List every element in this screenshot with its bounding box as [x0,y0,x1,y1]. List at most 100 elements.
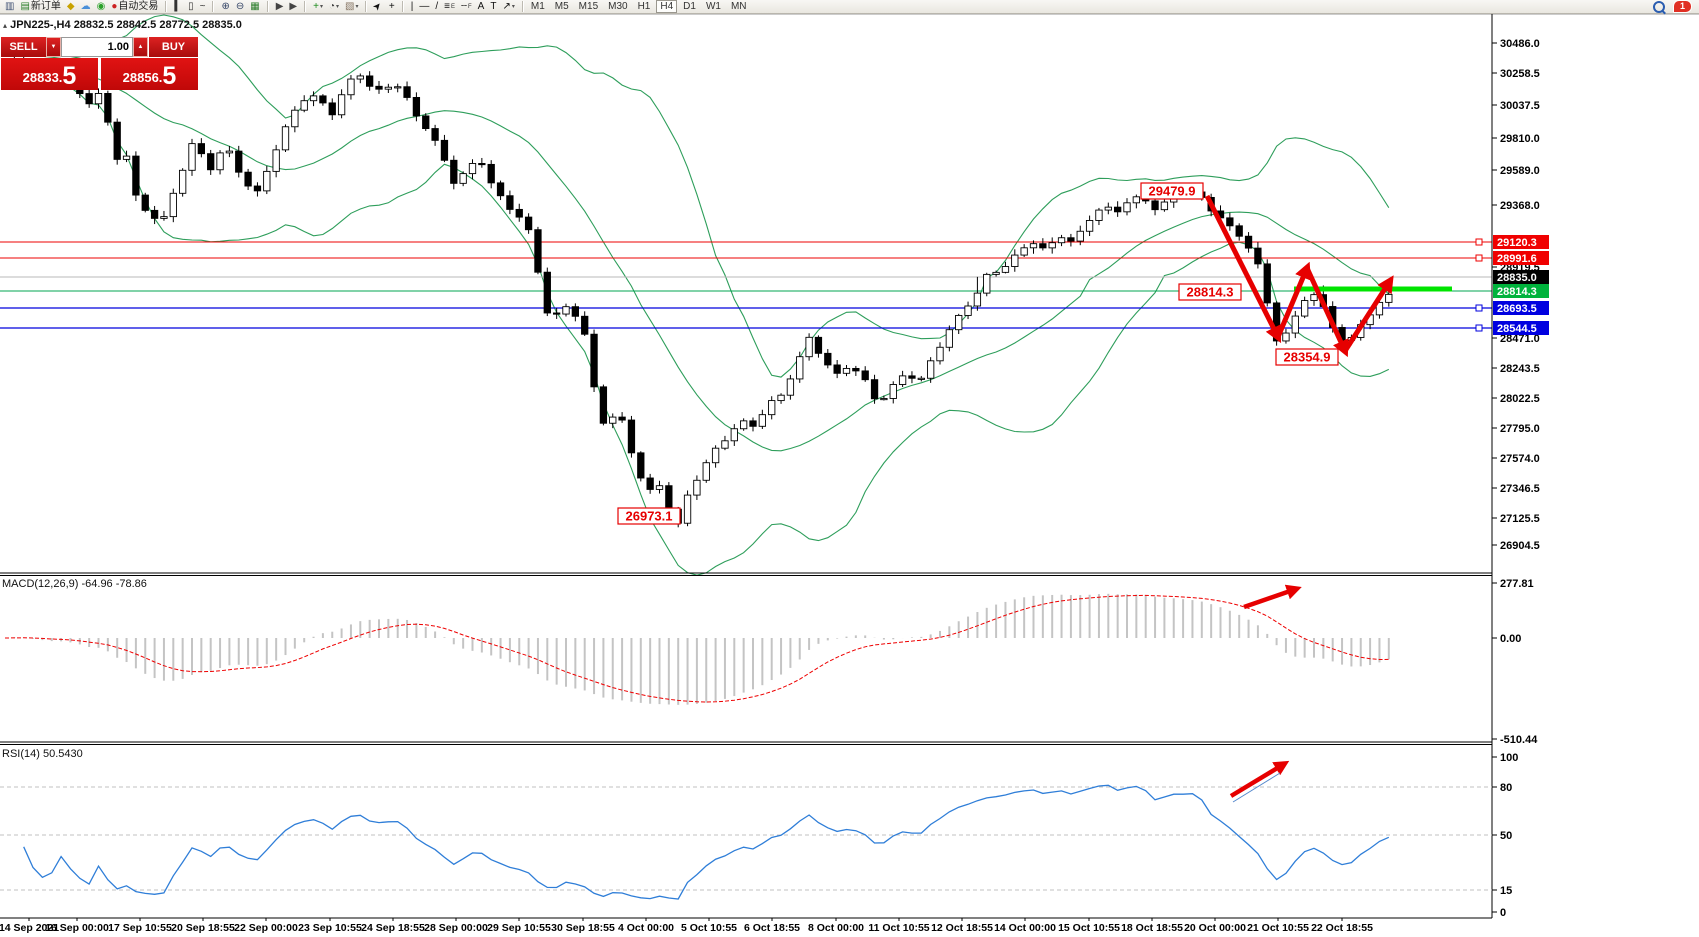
candle-chart-icon[interactable]: ▯ [186,1,196,13]
candle [300,100,308,111]
price-callouts[interactable]: 29479.9 28814.3 28354.9 26973.1 [617,182,1339,525]
text-icon[interactable]: A [476,1,487,13]
timeframe-h4[interactable]: H4 [656,0,678,13]
new-order-button[interactable]: ▤ 新订单 [18,1,62,13]
candle [1104,206,1112,211]
zigzag-arrow[interactable] [1304,266,1349,358]
vertical-line-icon[interactable]: | [409,1,416,13]
fibonacci-icon[interactable]: ≡ E [442,1,457,13]
svg-text:27125.5: 27125.5 [1500,513,1540,525]
timeframe-d1[interactable]: D1 [683,0,696,12]
sell-price[interactable]: 28833. 5 [1,58,98,90]
candle [104,93,112,123]
candle [543,271,551,314]
callout-28814.3[interactable] [1178,283,1242,301]
svg-text:30037.5: 30037.5 [1500,100,1540,112]
timeframe-mn[interactable]: MN [730,0,747,12]
candle [786,378,795,396]
timeframe-w1[interactable]: W1 [705,0,721,12]
signals-icon[interactable]: ◉ [95,1,108,13]
zigzag-arrow[interactable] [1342,275,1394,353]
callout-29479.9[interactable] [1140,182,1204,200]
text-label-icon[interactable]: T [488,1,498,13]
candle [515,208,523,218]
periods-button[interactable]: ◔ ▾ [327,1,341,13]
autotrading-button[interactable]: ● 自动交易 [109,1,160,13]
zoom-out-icon[interactable]: ⊖ [234,1,246,13]
buy-button[interactable]: BUY [149,37,198,57]
crosshair-icon[interactable]: + [387,1,397,13]
horizontal-lines[interactable] [0,238,1492,332]
hline-handle[interactable] [1475,254,1483,262]
timeframe-m15[interactable]: M15 [578,0,599,12]
zigzag-arrow[interactable] [1204,194,1282,344]
candle [1375,301,1384,316]
svg-text:28835.0: 28835.0 [1497,272,1537,284]
callout-28354.9[interactable] [1275,348,1339,366]
candle [758,414,767,427]
charts-profile-icon[interactable]: ▥ [3,1,16,13]
auto-scroll-icon[interactable]: ▶ [274,1,286,13]
svg-text:17 Sep 10:55: 17 Sep 10:55 [108,922,172,934]
volume-decrease-button[interactable]: ▼ [46,37,61,57]
zoom-in-icon[interactable]: ⊕ [219,1,231,13]
hline-handle[interactable] [1475,238,1483,246]
volume-increase-button[interactable]: ▲ [133,37,148,57]
candle [870,379,879,400]
volume-input[interactable] [61,37,133,57]
candle [721,440,729,449]
candle [646,477,654,490]
macd-trend-arrow[interactable] [1243,584,1302,610]
templates-button[interactable]: ▧ ▾ [343,1,360,13]
svg-text:22 Sep 00:00: 22 Sep 00:00 [234,922,298,934]
timeframe-m5[interactable]: M5 [554,0,569,12]
text-label-icon-glyph: T [490,0,497,12]
candle-chart-icon-glyph: ▯ [188,0,194,12]
rsi-trend-arrow[interactable] [1229,760,1290,798]
buy-price[interactable]: 28856. 5 [101,58,198,90]
cursor-icon[interactable]: ➤ [371,0,385,13]
timeframe-h1[interactable]: H1 [637,0,651,12]
tile-windows-icon[interactable]: ▦ [248,1,261,13]
horizontal-line-icon[interactable]: — [417,1,431,13]
history-center-icon[interactable]: ☁ [79,1,93,13]
candle [1132,196,1141,204]
candle [169,192,177,218]
bar-chart-icon[interactable]: ▍ [172,1,184,13]
rsi-panel: 100 80 50 15 0 [0,752,1518,919]
ohlc-values: 28832.5 28842.5 28772.5 28835.0 [73,19,242,31]
svg-text:8 Oct 00:00: 8 Oct 00:00 [808,922,864,934]
notification-badge[interactable]: 1 [1673,0,1692,13]
candle [768,400,776,416]
candle [1235,225,1243,237]
search-icon[interactable] [1653,0,1665,13]
candle [553,312,561,315]
callout-26973.1[interactable] [617,507,681,525]
hline-handle[interactable] [1475,304,1483,312]
zigzag-arrow[interactable] [1275,261,1311,338]
timeframe-m30[interactable]: M30 [608,0,628,12]
candle [496,182,505,197]
line-chart-icon[interactable]: ~ [198,1,208,13]
candle [590,333,598,388]
candle [85,93,93,105]
channel-icon[interactable]: ┄ F [459,1,474,13]
svg-text:29120.3: 29120.3 [1497,237,1537,249]
bar-chart-icon-glyph: ▍ [174,0,183,12]
sell-button[interactable]: SELL [1,37,46,57]
hline-handle[interactable] [1475,324,1483,332]
zoom-out-icon-glyph: ⊖ [235,0,245,12]
trendline-icon[interactable]: / [433,1,440,13]
svg-text:6 Oct 18:55: 6 Oct 18:55 [744,922,800,934]
timeframe-m1[interactable]: M1 [530,0,545,12]
svg-text:14 Sep 2021: 14 Sep 2021 [0,922,59,934]
price-axis[interactable]: 30486.0 30258.5 30037.5 29810.0 29589.0 29368… [1492,38,1549,552]
macd-name: MACD(12,26,9) [2,578,79,590]
trend-arrows[interactable] [1204,194,1394,803]
chart-shift-icon[interactable]: ▶ [287,1,299,13]
arrows-icon[interactable]: ↗ ▾ [500,1,516,13]
market-watch-icon[interactable]: ◆ [65,1,77,13]
indicators-button[interactable]: + ▾ [311,1,325,13]
